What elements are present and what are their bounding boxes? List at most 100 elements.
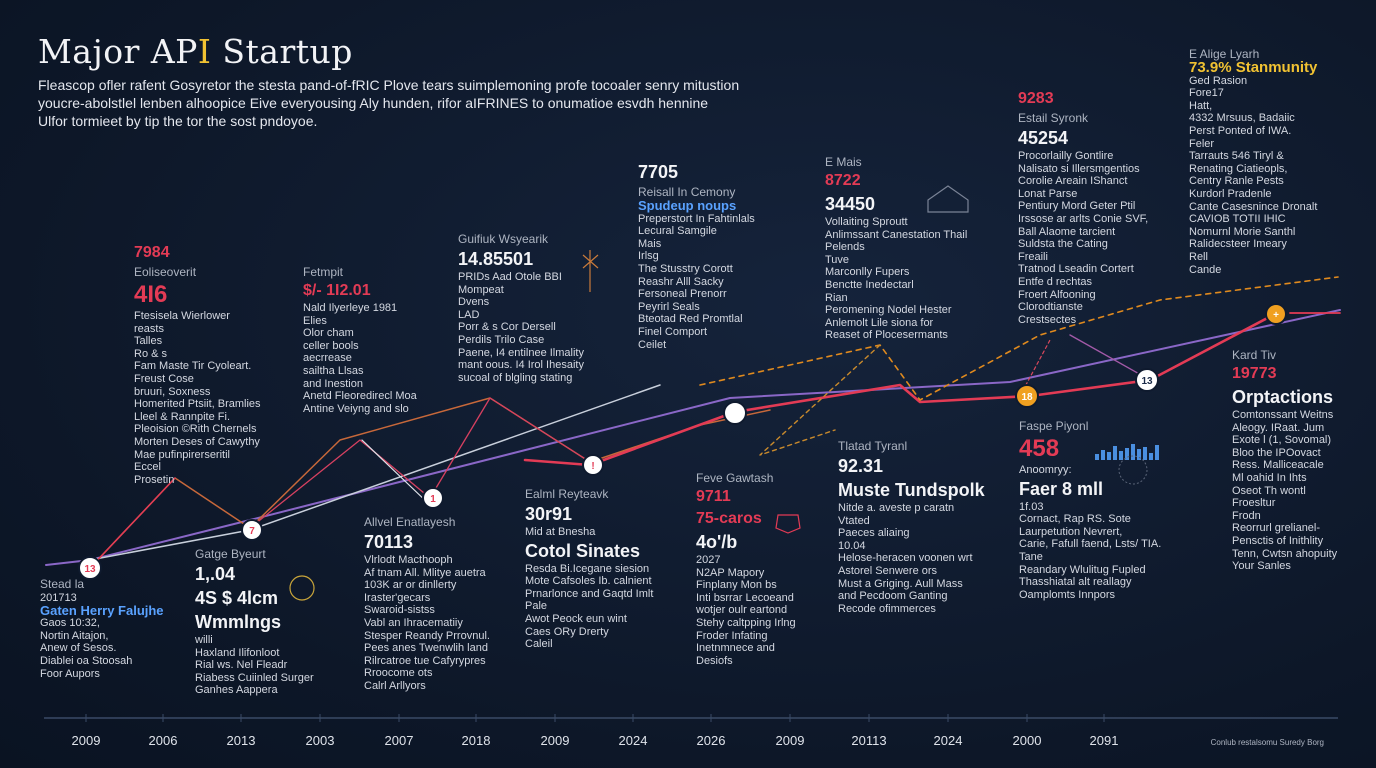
- annotation-line: wotjer oulr eartond: [696, 604, 788, 617]
- annotation-line: 4332 Mrsuus, Badaiic: [1189, 112, 1295, 125]
- marker-label: 13: [84, 564, 96, 575]
- annotation-line: Anlimssant Canestation Thail: [825, 228, 968, 241]
- annotation-line: Oseot Th wontl: [1232, 484, 1306, 497]
- annotation-line: Mote Cafsoles Ib. calnient: [525, 575, 652, 588]
- annotation-line: Pale: [525, 600, 548, 613]
- annotation-line: Ralidecsteer Imeary: [1189, 238, 1287, 251]
- annotation-line: Inetnmnece and: [696, 642, 775, 655]
- annotation-line: Anew of Sesos.: [40, 642, 117, 655]
- annotation-line: Corolie Areain IShanct: [1018, 175, 1128, 188]
- annotation-line: 45254: [1018, 128, 1069, 148]
- annotation-line: Bloo the IPOovact: [1232, 446, 1321, 459]
- annotation-line: Aleogy. IRaat. Jum: [1232, 421, 1325, 434]
- annotation-line: LAD: [458, 308, 480, 321]
- annotation-line: 75-caros: [696, 510, 762, 527]
- annotation-line: Feler: [1189, 137, 1215, 150]
- annotation-line: Exote l (1, Sovomal): [1232, 434, 1332, 447]
- annotation-line: Ftesisela Wierlower: [134, 310, 230, 322]
- annotation-line: Ress. Malliceacale: [1232, 459, 1324, 472]
- annotation-line: Nomurnl Morie Santhl: [1189, 225, 1296, 238]
- bar-icon: [1131, 444, 1135, 460]
- annotation-line: bruuri, Soxness: [134, 385, 211, 398]
- annotation-line: and Pecdoom Ganting: [838, 590, 948, 603]
- page-title: Major API Startup: [38, 32, 353, 71]
- subtitle-line: Fleascop ofler rafent Gosyretor the stes…: [38, 77, 740, 93]
- annotation-line: Must a Griging. Aull Mass: [838, 577, 963, 590]
- annotation-line: Froesltur: [1232, 497, 1276, 510]
- annotation-line: Stead la: [40, 577, 85, 591]
- annotation-line: Allvel Enatlayesh: [364, 515, 456, 529]
- annotation-line: reasts: [134, 322, 164, 335]
- annotation-block: 7984 Eoliseoverit 4I6 Ftesisela Wierlower re…: [134, 242, 261, 486]
- x-tick-label: 2003: [305, 733, 335, 748]
- annotation-line: Antine Veiyng and slo: [303, 402, 409, 415]
- series-line-arrow: [361, 439, 431, 506]
- annotation-line: Gaos 10:32,: [40, 617, 100, 630]
- annotation-line: Lecural Samgile: [638, 225, 717, 238]
- annotation-line: celler bools: [303, 339, 359, 352]
- annotation-line: 4S $ 4lcm: [195, 588, 279, 608]
- annotation-line: Diablei oa Stoosah: [40, 654, 133, 667]
- annotation-line: Desiofs: [696, 654, 733, 667]
- annotation-line: 8722: [825, 172, 861, 189]
- annotation-line: Talles: [134, 335, 163, 348]
- series-line-pink: [89, 477, 176, 569]
- annotation-line: Tenn, Cwtsn ahopuity: [1232, 547, 1338, 560]
- annotation-line: PRIDs Aad Otole BBI: [458, 271, 562, 283]
- annotation-line: Nald Ilyerleye 1981: [303, 302, 398, 314]
- annotation-line: Paene, I4 entilnee Ilmality: [458, 346, 584, 359]
- annotation-line: Ged Rasion: [1189, 74, 1248, 87]
- annotation-line: Procorlailly Gontlire: [1018, 150, 1114, 162]
- bar-icon: [1155, 445, 1159, 460]
- timeline-marker: [422, 487, 444, 509]
- annotation-line: Mae pufinpirerseritil: [134, 448, 230, 461]
- annotation-line: Fam Maste Tir Cyoleart.: [134, 360, 252, 373]
- annotation-line: Laurpetution Nevrert,: [1019, 525, 1123, 538]
- annotation-line: Vollaiting Sproutt: [825, 216, 908, 228]
- annotation-block: Guifiuk Wsyearik 14.85501 PRIDs Aad Otole …: [458, 231, 584, 384]
- annotation-line: Prnarlonce and Gaqtd Imlt: [525, 587, 654, 600]
- x-tick-label: 2009: [775, 733, 805, 748]
- gear-icon: [289, 575, 315, 601]
- annotation-line: Nitde a. aveste p caratn: [838, 502, 955, 514]
- annotation-block: Tlatad Tyranl 92.31 Muste Tundspolk Nitde a…: [838, 438, 985, 615]
- annotation-line: mant oous. I4 Irol Ihesaity: [458, 359, 584, 372]
- annotation-line: Iraster'gecars: [364, 591, 431, 604]
- annotation-line: Tlatad Tyranl: [838, 439, 908, 453]
- annotation-line: willi: [195, 634, 213, 646]
- marker-label: 18: [1021, 392, 1033, 403]
- annotation-line: sailtha Llsas: [303, 364, 364, 377]
- annotation-line: Nalisato si Illersmgentios: [1018, 162, 1140, 175]
- marker-label: 1: [430, 494, 436, 505]
- annotation-line: Awot Peock eun wint: [525, 612, 627, 625]
- shield-icon: [775, 514, 801, 534]
- annotation-line: 103K ar or dinllerty: [364, 579, 457, 592]
- annotation-line: Stehy caltpping Irlng: [696, 616, 796, 629]
- annotation-line: Tane: [1019, 550, 1043, 563]
- annotation-block: Fetmpit $/- 1I2.01 Nald Ilyerleye 1981 Elie…: [303, 264, 417, 415]
- annotation-line: Entfe d rechtas: [1018, 275, 1092, 288]
- annotation-line: The Stusstry Corott: [638, 262, 733, 275]
- annotation-block: Gatge Byeurt 1,.04 4S $ 4lcm Wmmlngs willi Ha…: [195, 546, 314, 697]
- annotation-line: Caes ORy Drerty: [525, 625, 609, 638]
- annotation-line: Marconlly Fupers: [825, 266, 910, 279]
- annotation-line: Kurdorl Pradenle: [1189, 187, 1272, 200]
- bar-icon: [1149, 453, 1153, 460]
- annotation-line: Suldsta the Cating: [1018, 238, 1108, 251]
- annotation-line: Bteotad Red Promtlal: [638, 313, 743, 326]
- series-line-red: [523, 312, 1277, 467]
- annotation-line: Pensctis of Inithlity: [1232, 534, 1324, 547]
- annotation-line: Renating Ciatieopls,: [1189, 162, 1288, 175]
- annotation-line: Eoliseoverit: [134, 265, 197, 279]
- bar-icon: [1095, 454, 1099, 460]
- annotation-block: E Mais 8722 34450 Vollaiting Sproutt Anlimss…: [825, 154, 967, 342]
- annotation-line: Crestsectes: [1018, 313, 1077, 326]
- annotation-line: Estail Syronk: [1018, 111, 1089, 125]
- subtitle-line: Ulfor tormieet by tip the tor the sost p…: [38, 113, 318, 129]
- marker-label: +: [1273, 310, 1279, 321]
- annotation-line: Hatt,: [1189, 99, 1213, 112]
- annotation-line: Reaset of Plocesermants: [825, 329, 948, 342]
- annotation-line: Homerited Ptsiit, Bramlies: [134, 398, 261, 411]
- series-line-red-link: [1019, 339, 1051, 397]
